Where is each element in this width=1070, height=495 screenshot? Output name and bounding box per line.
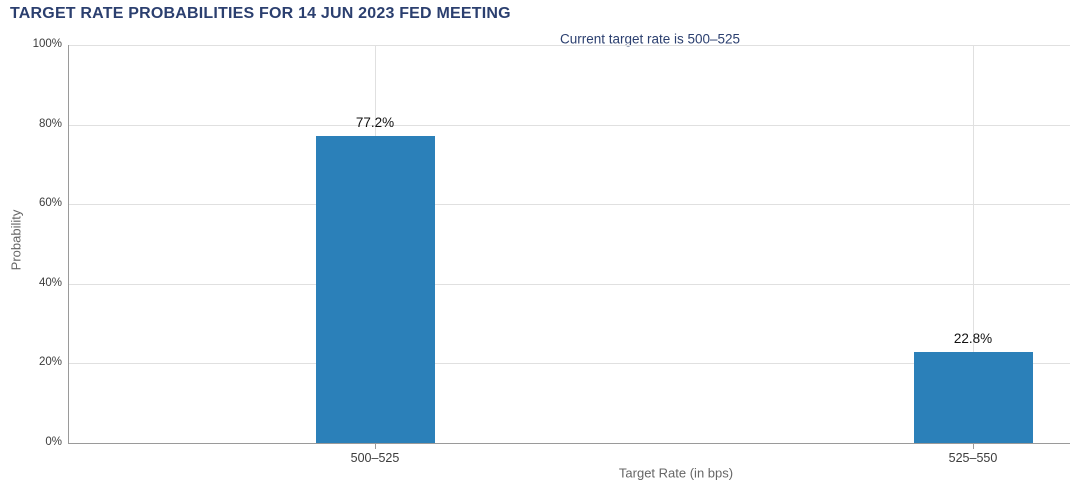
bar-525–550[interactable] [913, 352, 1033, 443]
y-axis-tick-label: 80% [38, 117, 62, 130]
y-axis-line [68, 45, 69, 443]
gridline-horizontal [68, 45, 1070, 46]
chart-title: TARGET RATE PROBABILITIES FOR 14 JUN 202… [10, 5, 511, 22]
x-axis-tick-mark [973, 443, 974, 449]
gridline-vertical [973, 45, 974, 443]
y-axis-tick-label: 0% [45, 436, 62, 448]
gridline-horizontal [68, 124, 1070, 126]
gridline-horizontal [68, 363, 1070, 365]
y-axis-tick-label: 100% [32, 38, 62, 50]
x-axis-tick-label: 525–550 [948, 451, 998, 465]
x-axis-tick-label: 500–525 [350, 451, 400, 465]
y-axis-tick-label: 20% [38, 356, 62, 369]
x-axis-title: Target Rate (in bps) [618, 465, 734, 481]
bar-500–525[interactable] [315, 135, 435, 443]
bar-value-label: 22.8% [953, 331, 993, 347]
y-axis-title: Probability [8, 209, 24, 271]
gridline-horizontal [68, 283, 1070, 285]
bar-value-label: 77.2% [355, 114, 395, 130]
y-axis-tick-label: 60% [38, 197, 62, 210]
x-axis-line [68, 443, 1070, 444]
gridline-horizontal [68, 204, 1070, 206]
x-axis-tick-mark [375, 443, 376, 449]
chart-subtitle: Current target rate is 500–525 [559, 31, 741, 47]
y-axis-tick-label: 40% [38, 276, 62, 289]
